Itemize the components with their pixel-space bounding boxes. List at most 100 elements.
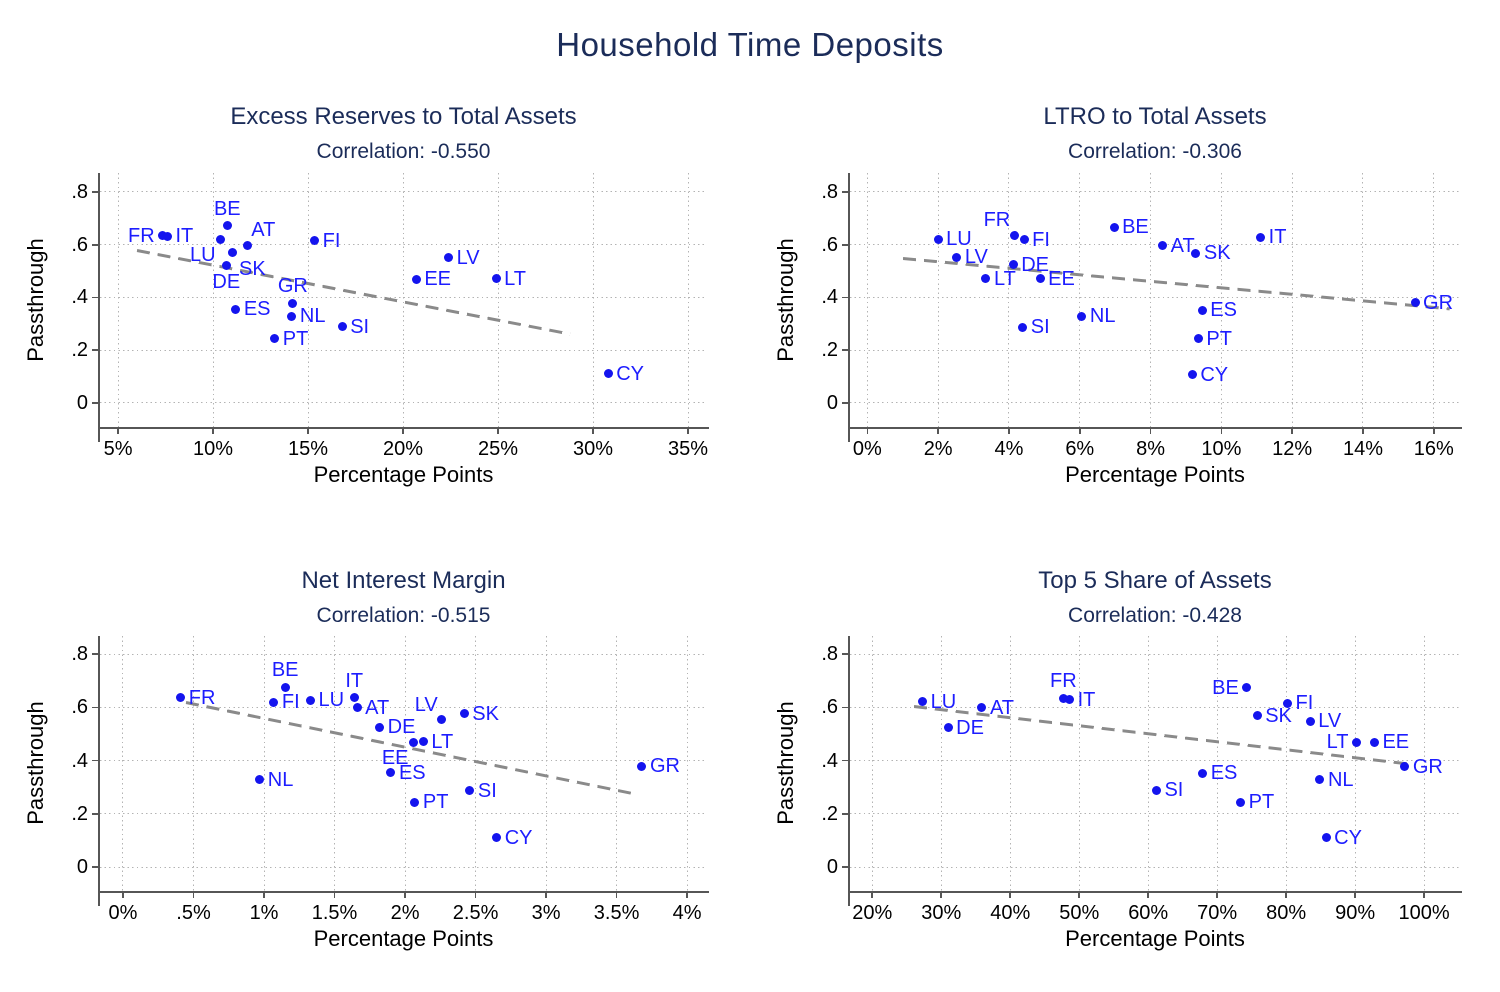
y-tick-label: .2 xyxy=(821,339,838,362)
point-label-fi: FI xyxy=(322,229,341,252)
data-point-it xyxy=(1256,232,1266,242)
point-label-lv: LV xyxy=(414,693,438,716)
data-point-pt xyxy=(1193,334,1203,344)
point-label-be: BE xyxy=(1122,216,1149,239)
data-point-fr xyxy=(1009,230,1019,240)
x-tick-label: 40% xyxy=(990,902,1031,924)
point-label-pt: PT xyxy=(1248,791,1275,814)
grid-line-vertical xyxy=(1079,173,1081,427)
y-tick-label: .6 xyxy=(821,696,838,719)
point-label-lt: LT xyxy=(1326,731,1349,754)
x-tick-mark xyxy=(404,891,406,898)
x-tick-label: 30% xyxy=(921,902,962,924)
grid-line-vertical xyxy=(937,173,939,427)
x-tick-label: 14% xyxy=(1342,438,1383,460)
grid-line-vertical xyxy=(1291,173,1293,427)
x-axis-title: Percentage Points xyxy=(313,462,494,487)
x-tick-mark xyxy=(263,891,265,898)
x-tick-label: 20% xyxy=(852,902,893,924)
x-tick-mark xyxy=(1216,891,1218,898)
point-label-pt: PT xyxy=(422,791,449,814)
y-tick-mark xyxy=(842,349,850,352)
x-tick-label: 1% xyxy=(249,902,279,924)
x-tick-label: 0% xyxy=(852,438,882,460)
point-label-lu: LU xyxy=(946,228,972,251)
x-tick-mark xyxy=(402,427,404,434)
y-tick-mark xyxy=(92,759,100,762)
grid-line-vertical xyxy=(1285,636,1287,891)
y-tick-mark xyxy=(92,402,100,404)
grid-line-horizontal xyxy=(100,653,707,655)
data-point-fi xyxy=(310,236,320,246)
data-point-lv xyxy=(437,715,447,725)
y-tick-mark xyxy=(92,706,100,709)
x-tick-mark xyxy=(1078,427,1081,434)
point-label-fr: FR xyxy=(188,686,216,709)
x-tick-mark xyxy=(1285,891,1287,898)
data-point-fi xyxy=(1019,235,1029,245)
grid-line-horizontal xyxy=(100,813,707,815)
point-label-es: ES xyxy=(1210,299,1237,322)
data-point-fr xyxy=(176,693,186,703)
x-tick-mark xyxy=(1009,891,1012,898)
point-label-sk: SK xyxy=(472,702,499,725)
point-label-fi: FI xyxy=(281,691,300,714)
y-tick-mark xyxy=(92,243,100,246)
x-axis-title: Percentage Points xyxy=(1065,462,1245,487)
grid-line-vertical xyxy=(334,636,336,891)
data-point-nl xyxy=(1315,775,1325,785)
data-point-ee xyxy=(411,274,421,284)
y-tick-mark xyxy=(92,653,100,655)
data-point-es xyxy=(231,304,241,314)
y-tick-label: .2 xyxy=(71,339,88,362)
y-tick-mark xyxy=(842,706,850,709)
data-point-be xyxy=(280,682,290,692)
x-tick-mark xyxy=(1433,427,1435,434)
data-point-de xyxy=(221,260,231,270)
x-tick-mark xyxy=(1362,427,1364,434)
grid-line-vertical xyxy=(404,636,406,891)
data-point-cy xyxy=(1321,833,1331,843)
data-point-be xyxy=(1242,683,1252,693)
data-point-cy xyxy=(603,369,613,379)
x-tick-label: 2% xyxy=(390,902,420,924)
grid-line-horizontal xyxy=(100,349,707,351)
x-tick-label: 20% xyxy=(383,438,424,460)
data-point-fr xyxy=(1058,693,1068,703)
point-label-fi: FI xyxy=(1032,228,1050,251)
x-tick-mark xyxy=(1078,891,1081,898)
y-tick-label: 0 xyxy=(826,856,838,879)
data-point-be xyxy=(1109,222,1119,232)
data-point-it xyxy=(1065,695,1075,705)
grid-line-vertical xyxy=(193,636,194,891)
grid-line-vertical xyxy=(307,173,309,427)
point-label-lv: LV xyxy=(964,246,988,269)
x-tick-mark xyxy=(615,891,618,898)
x-tick-label: .5% xyxy=(176,902,211,924)
point-label-ee: EE xyxy=(1048,267,1075,290)
point-label-it: IT xyxy=(1268,226,1287,249)
grid-line-horizontal xyxy=(850,653,1460,655)
data-point-sk xyxy=(228,248,238,258)
grid-line-vertical xyxy=(1220,173,1222,427)
data-point-gr xyxy=(1400,762,1410,772)
data-point-nl xyxy=(255,775,265,785)
y-tick-label: .6 xyxy=(821,233,838,256)
point-label-de: DE xyxy=(387,716,416,739)
x-tick-mark xyxy=(1291,427,1293,434)
y-tick-label: 0 xyxy=(76,391,88,414)
data-point-it xyxy=(349,693,359,703)
y-tick-mark xyxy=(92,296,100,299)
y-tick-label: 0 xyxy=(76,856,88,879)
point-label-es: ES xyxy=(398,761,426,784)
data-point-de xyxy=(943,723,953,733)
grid-line-vertical xyxy=(1009,636,1011,891)
data-point-ee xyxy=(1035,274,1045,284)
grid-line-horizontal xyxy=(850,244,1460,246)
grid-line-vertical xyxy=(1433,173,1435,427)
y-tick-label: .4 xyxy=(71,749,88,772)
data-point-lt xyxy=(491,274,501,283)
data-point-pt xyxy=(270,334,280,344)
point-label-at: AT xyxy=(365,696,390,719)
data-point-ee xyxy=(409,737,418,747)
